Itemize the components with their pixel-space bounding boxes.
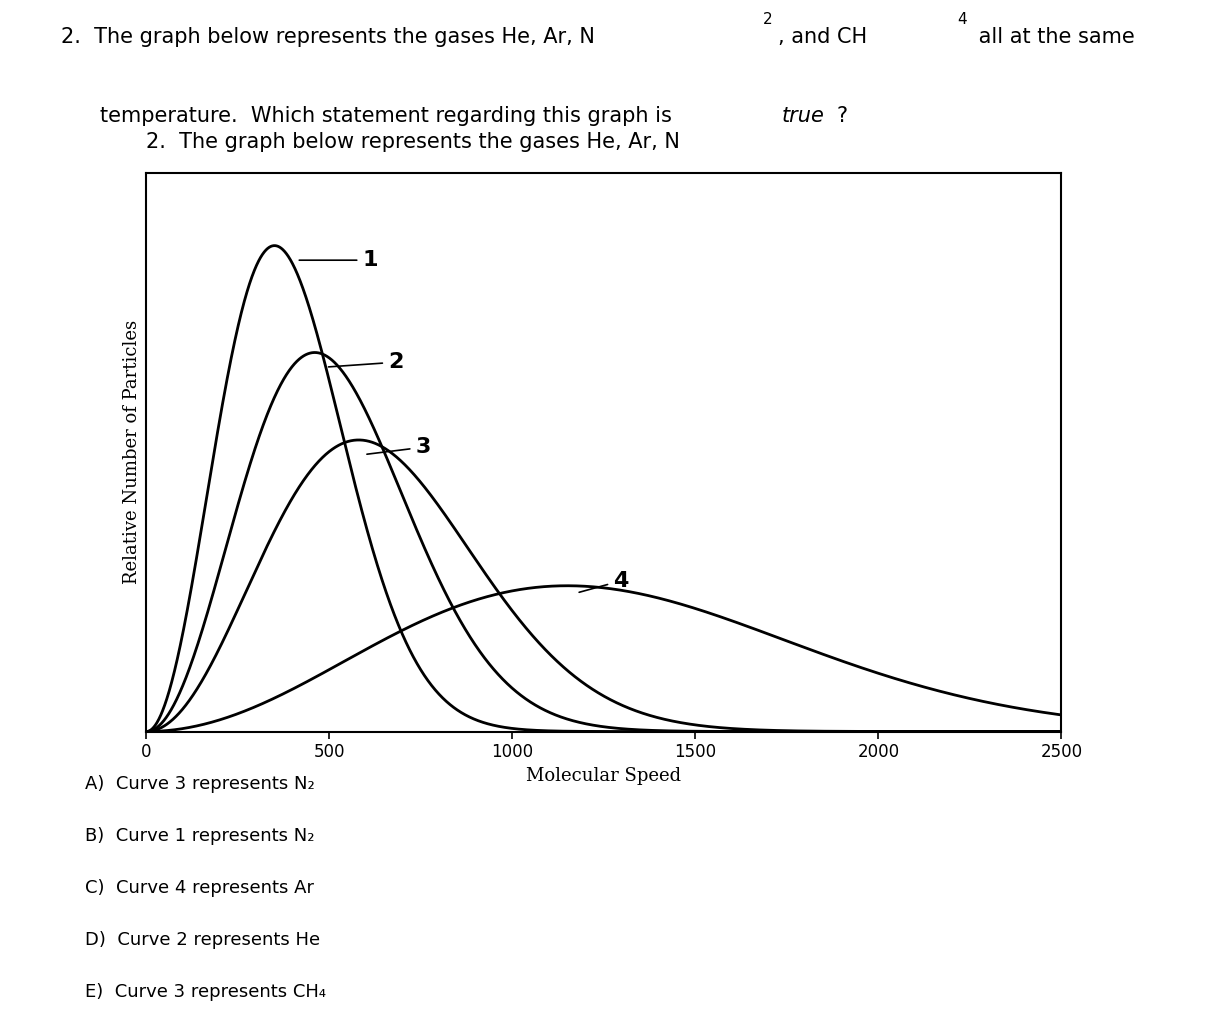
Text: 2.  The graph below represents the gases He, Ar, N: 2. The graph below represents the gases … bbox=[146, 132, 681, 152]
Text: temperature.  Which statement regarding this graph is: temperature. Which statement regarding t… bbox=[100, 106, 678, 126]
Text: 1: 1 bbox=[299, 250, 378, 270]
Text: 2.  The graph below represents the gases He, Ar, N: 2. The graph below represents the gases … bbox=[61, 27, 595, 48]
Text: A)  Curve 3 represents N₂: A) Curve 3 represents N₂ bbox=[85, 774, 315, 792]
Text: C)  Curve 4 represents Ar: C) Curve 4 represents Ar bbox=[85, 879, 315, 897]
Text: 4: 4 bbox=[580, 571, 628, 592]
Text: B)  Curve 1 represents N₂: B) Curve 1 represents N₂ bbox=[85, 827, 315, 844]
Text: true: true bbox=[782, 106, 825, 126]
Text: 2: 2 bbox=[762, 12, 772, 27]
Text: ?: ? bbox=[837, 106, 848, 126]
Text: D)  Curve 2 represents He: D) Curve 2 represents He bbox=[85, 931, 321, 949]
Text: 4: 4 bbox=[958, 12, 967, 27]
Text: 3: 3 bbox=[367, 437, 431, 457]
Text: all at the same: all at the same bbox=[972, 27, 1135, 48]
Y-axis label: Relative Number of Particles: Relative Number of Particles bbox=[123, 320, 140, 584]
Text: 2: 2 bbox=[328, 353, 404, 372]
X-axis label: Molecular Speed: Molecular Speed bbox=[526, 767, 682, 785]
Text: E)  Curve 3 represents CH₄: E) Curve 3 represents CH₄ bbox=[85, 983, 327, 1001]
Text: , and CH: , and CH bbox=[778, 27, 867, 48]
